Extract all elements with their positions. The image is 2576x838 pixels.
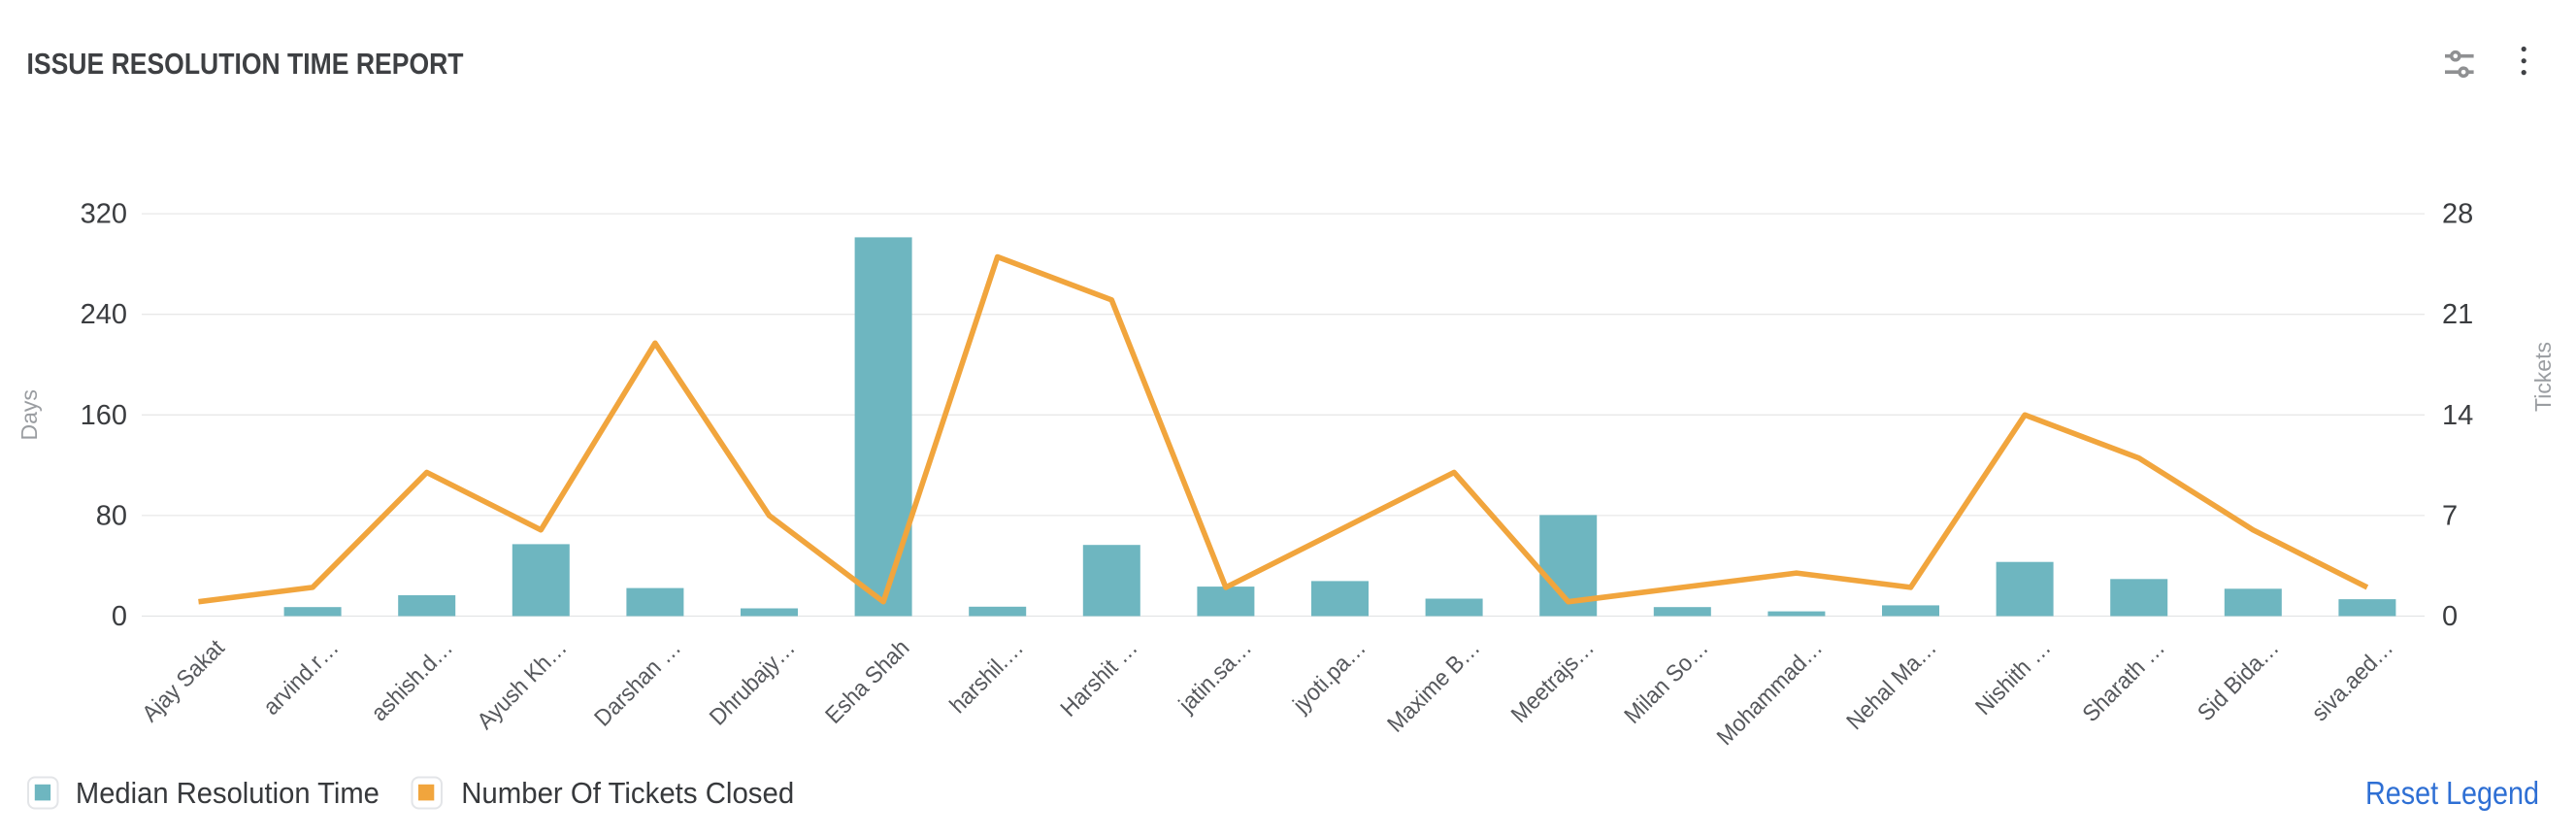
svg-text:0: 0 — [112, 601, 127, 632]
svg-text:Days: Days — [17, 389, 42, 440]
svg-text:0: 0 — [2442, 601, 2458, 632]
svg-text:21: 21 — [2442, 299, 2473, 330]
svg-text:240: 240 — [81, 299, 127, 330]
svg-text:Tickets: Tickets — [2530, 342, 2556, 412]
svg-text:28: 28 — [2442, 199, 2473, 230]
svg-text:160: 160 — [81, 400, 127, 431]
svg-text:Median Resolution Time: Median Resolution Time — [76, 776, 380, 810]
svg-text:7: 7 — [2442, 500, 2458, 531]
svg-text:80: 80 — [96, 500, 127, 531]
svg-text:14: 14 — [2442, 400, 2473, 431]
svg-text:320: 320 — [81, 199, 127, 230]
svg-text:ISSUE RESOLUTION TIME REPORT: ISSUE RESOLUTION TIME REPORT — [27, 47, 464, 81]
svg-text:Number Of Tickets Closed: Number Of Tickets Closed — [461, 776, 794, 810]
svg-text:Reset Legend: Reset Legend — [2365, 775, 2539, 811]
